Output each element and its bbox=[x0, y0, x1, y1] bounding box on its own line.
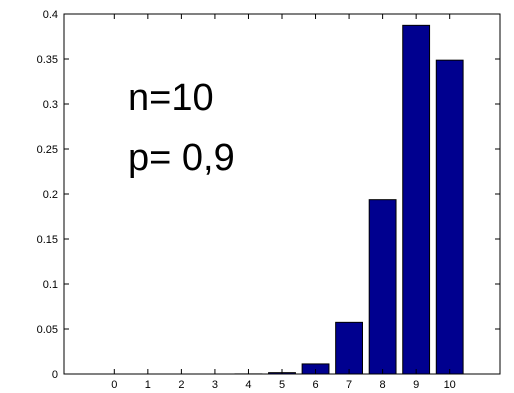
y-tick-label-0.4: 0.4 bbox=[43, 9, 58, 21]
y-tick-label-0.25: 0.25 bbox=[37, 144, 58, 156]
bar-7 bbox=[335, 321, 363, 375]
x-tick-label-7: 7 bbox=[346, 379, 352, 391]
y-tick-label-0.35: 0.35 bbox=[37, 54, 58, 66]
y-tick-label-0.05: 0.05 bbox=[37, 324, 58, 336]
y-tick-label-0.2: 0.2 bbox=[43, 189, 58, 201]
x-tick-label-10: 10 bbox=[444, 379, 456, 391]
x-tick-label-4: 4 bbox=[245, 379, 251, 391]
x-tick-label-9: 9 bbox=[413, 379, 419, 391]
x-tick-label-2: 2 bbox=[178, 379, 184, 391]
annotation-n: n=10 bbox=[128, 77, 214, 119]
x-tick-label-3: 3 bbox=[212, 379, 218, 391]
y-tick-label-0.15: 0.15 bbox=[37, 234, 58, 246]
bar-8 bbox=[368, 199, 397, 375]
bar-9 bbox=[402, 24, 431, 375]
x-tick-label-8: 8 bbox=[380, 379, 386, 391]
y-tick-label-0.3: 0.3 bbox=[43, 99, 58, 111]
bars-group bbox=[234, 24, 464, 375]
x-tick-label-5: 5 bbox=[279, 379, 285, 391]
x-tick-label-0: 0 bbox=[111, 379, 117, 391]
plot-frame bbox=[63, 13, 501, 375]
x-tick-label-6: 6 bbox=[312, 379, 318, 391]
y-tick-label-0.1: 0.1 bbox=[43, 279, 58, 291]
ticks-group: 0 1 2 3 4 5 6 7 8 9 10 0 0.05 0.1 0.15 0.2 0.25 0.3 0.35 0.… bbox=[37, 9, 500, 391]
x-tick-label-1: 1 bbox=[145, 379, 151, 391]
y-tick-label-0: 0 bbox=[52, 369, 58, 381]
annotation-p: p= 0,9 bbox=[128, 137, 235, 179]
bar-10 bbox=[435, 59, 464, 375]
